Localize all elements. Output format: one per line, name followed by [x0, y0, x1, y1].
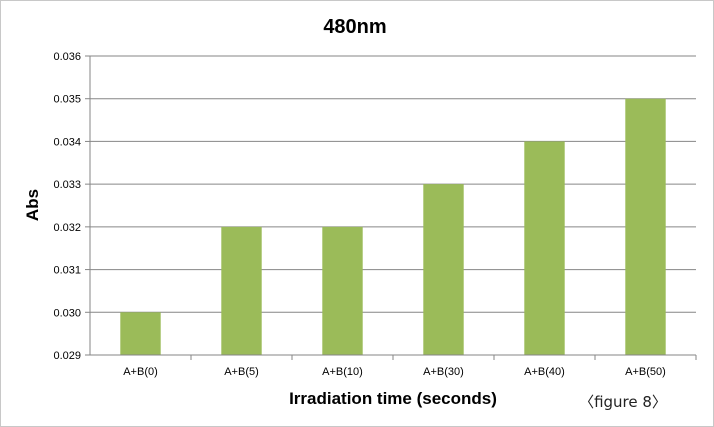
bar-4: [524, 141, 565, 355]
grid-lines: [85, 55, 696, 356]
y-tick-labels: 0.029 0.030 0.031 0.032 0.033 0.034 0.035 0.036: [53, 51, 81, 362]
bar-3: [423, 184, 464, 355]
y-tick-label: 0.029: [53, 350, 81, 362]
y-tick-label: 0.036: [53, 51, 81, 63]
x-tick-label: A+B(0): [123, 366, 158, 378]
figure-caption: 〈figure 8〉: [579, 393, 667, 411]
y-tick-label: 0.033: [53, 179, 81, 191]
x-axis-title: Irradiation time (seconds): [289, 389, 497, 408]
x-tick-label: A+B(40): [524, 366, 565, 378]
bar-1: [221, 226, 262, 355]
bar-0: [120, 312, 161, 355]
y-tick-label: 0.035: [53, 94, 81, 106]
y-axis-title: Abs: [23, 189, 42, 221]
bar-2: [322, 226, 363, 355]
y-tick-label: 0.034: [53, 136, 81, 148]
x-tick-label: A+B(30): [423, 366, 464, 378]
bars: [120, 98, 666, 355]
x-tick-label: A+B(50): [625, 366, 666, 378]
y-tick-label: 0.031: [53, 265, 81, 277]
y-tick-label: 0.032: [53, 222, 81, 234]
chart-title: 480nm: [323, 16, 386, 38]
y-tick-label: 0.030: [53, 307, 81, 319]
bar-5: [625, 98, 666, 355]
x-tick-labels: A+B(0) A+B(5) A+B(10) A+B(30) A+B(40) A+B(50): [123, 355, 697, 378]
x-tick-label: A+B(5): [224, 366, 259, 378]
x-tick-label: A+B(10): [322, 366, 363, 378]
